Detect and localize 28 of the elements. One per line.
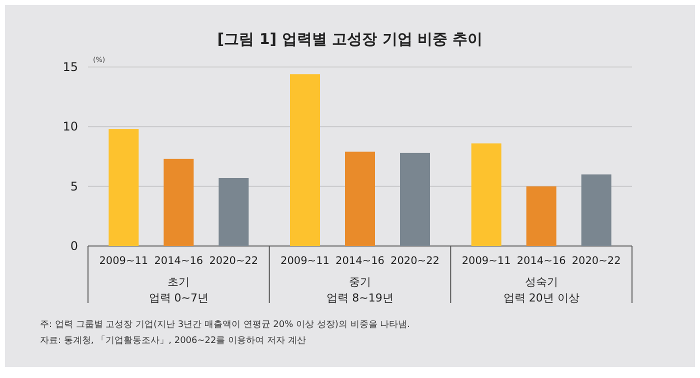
y-tick-label: 5 bbox=[70, 179, 78, 194]
bar bbox=[164, 158, 194, 246]
text: 2014~16 bbox=[154, 255, 204, 267]
y-tick-label: 15 bbox=[62, 60, 78, 74]
bar bbox=[108, 129, 139, 246]
y-tick-label: 10 bbox=[62, 120, 78, 134]
text: 자료: 통계청, 「기업활동조사」, 2006~22를 이용하여 저자 계산 bbox=[40, 335, 306, 346]
text: 2020~22 bbox=[390, 255, 440, 267]
text: 2020~22 bbox=[209, 255, 258, 267]
text: 주: 업력 그룹별 고성장 기업(지난 3년간 매출액이 연평균 20% 이상 성장)의 비중을 나타냄. bbox=[40, 320, 410, 330]
x-tick-label: 중기 업력 8~19년 bbox=[326, 276, 394, 304]
x-tick-label: 성숙기 업력 20년 이상 bbox=[503, 276, 580, 304]
series-label: 2014~16 bbox=[516, 255, 566, 267]
bar bbox=[471, 143, 502, 246]
text: 2014~16 bbox=[336, 255, 384, 267]
bar bbox=[581, 174, 612, 246]
series-label: 2009~11 bbox=[280, 255, 330, 267]
text: 2009~11 bbox=[99, 255, 148, 267]
bar bbox=[290, 74, 320, 246]
bar bbox=[345, 152, 375, 246]
x-tick-label: 초기 업력 0~7년 bbox=[148, 276, 209, 304]
bar bbox=[218, 178, 249, 246]
bar bbox=[526, 186, 556, 246]
y-tick-label: 0 bbox=[70, 239, 78, 253]
text: 2009~11 bbox=[462, 255, 511, 267]
chart-title: [그림 1] 업력별 고성장 기업 비중 추이 bbox=[217, 30, 483, 48]
series-label: 2020~22 bbox=[572, 255, 621, 267]
bar bbox=[400, 152, 430, 246]
